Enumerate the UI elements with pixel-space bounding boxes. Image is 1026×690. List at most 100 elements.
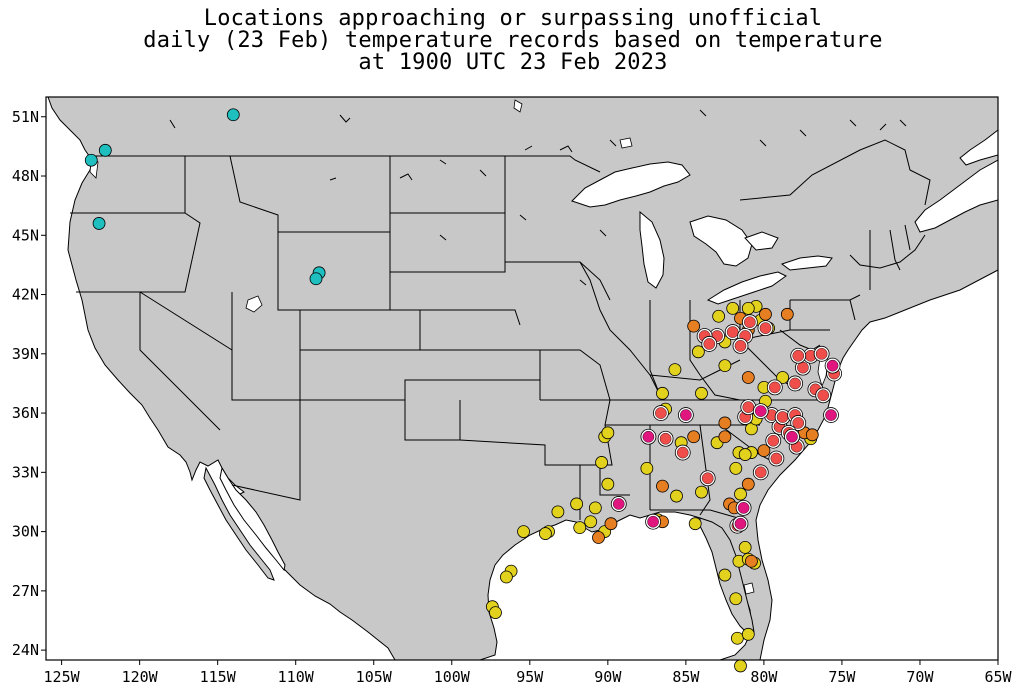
station-marker-red xyxy=(792,417,805,429)
station-marker-magenta xyxy=(734,517,747,530)
title-line-2: daily (23 Feb) temperature records based… xyxy=(143,28,883,53)
northeast-water xyxy=(914,159,998,233)
axis-ticks: 51N 48N 45N 42N 39N 36N 33N 30N 27N 24N 125W 120W 11… xyxy=(12,108,1013,686)
map-plot-area xyxy=(46,97,998,660)
station-marker-yellow xyxy=(584,515,598,529)
station-marker-yellow xyxy=(601,426,615,440)
station-marker-yellow xyxy=(741,627,755,641)
station-marker-orange xyxy=(718,416,732,430)
station-marker-magenta xyxy=(680,409,692,421)
station-marker-red xyxy=(744,316,756,329)
lat-tick-label: 51N xyxy=(12,108,39,126)
station-marker-orange xyxy=(741,371,755,384)
station-marker-red xyxy=(767,434,780,447)
station-marker-red xyxy=(701,472,714,485)
station-marker-red xyxy=(789,377,801,390)
station-marker-yellow xyxy=(695,386,708,400)
lon-tick-label: 110W xyxy=(278,668,315,686)
station-marker-yellow xyxy=(551,505,565,519)
station-marker-orange xyxy=(759,307,772,321)
station-marker-yellow xyxy=(668,363,682,377)
station-marker-orange xyxy=(592,531,605,544)
station-marker-cyan xyxy=(98,143,112,157)
station-marker-orange xyxy=(741,477,755,491)
station-marker-yellow xyxy=(734,487,747,501)
station-marker-red xyxy=(759,322,772,334)
lat-tick-label: 30N xyxy=(12,523,39,541)
lat-tick-label: 48N xyxy=(12,167,39,185)
station-marker-cyan xyxy=(309,272,323,286)
station-marker-magenta xyxy=(647,515,659,528)
station-marker-red xyxy=(726,326,739,338)
station-marker-yellow xyxy=(489,606,502,619)
lon-tick-label: 85W xyxy=(672,668,700,686)
station-marker-yellow xyxy=(656,386,669,400)
station-marker-red xyxy=(776,411,789,423)
lake-superior xyxy=(571,161,691,208)
lon-tick-label: 115W xyxy=(200,668,237,686)
station-marker-orange xyxy=(687,319,701,333)
lake-michigan xyxy=(639,210,665,289)
north-bay-water xyxy=(959,97,998,166)
lat-tick-label: 42N xyxy=(12,286,39,304)
station-marker-yellow xyxy=(738,541,752,554)
station-marker-yellow xyxy=(539,527,552,540)
station-marker-red xyxy=(770,452,783,465)
lon-tick-label: 80W xyxy=(750,668,778,686)
lake-nipigon xyxy=(619,137,633,149)
station-marker-yellow xyxy=(573,521,587,535)
station-marker-orange xyxy=(604,517,618,531)
station-marker-red xyxy=(754,466,767,479)
station-marker-yellow xyxy=(688,517,702,531)
lon-tick-label: 120W xyxy=(122,668,159,686)
station-marker-yellow xyxy=(670,489,683,503)
state-borders xyxy=(70,139,931,521)
station-marker-magenta xyxy=(825,409,837,421)
station-marker-orange xyxy=(745,554,758,568)
lat-tick-label: 27N xyxy=(12,582,39,600)
station-marker-yellow xyxy=(595,456,608,469)
station-marker-orange xyxy=(780,307,794,321)
lake-okeechobee xyxy=(743,582,755,595)
station-marker-yellow xyxy=(738,448,752,461)
station-marker-magenta xyxy=(754,405,767,417)
station-marker-magenta xyxy=(826,359,839,372)
station-marker-cyan xyxy=(84,153,98,167)
station-marker-magenta xyxy=(642,430,655,443)
station-marker-red xyxy=(815,348,828,360)
station-marker-red xyxy=(769,381,781,394)
station-marker-yellow xyxy=(776,371,790,384)
station-marker-orange xyxy=(656,479,669,493)
station-marker-yellow xyxy=(570,497,584,511)
station-marker-yellow xyxy=(741,301,755,315)
station-marker-magenta xyxy=(786,430,798,443)
lat-tick-label: 39N xyxy=(12,345,39,363)
lake-huron xyxy=(689,215,753,267)
station-marker-yellow xyxy=(729,461,743,475)
station-marker-yellow xyxy=(499,570,513,584)
station-marker-magenta xyxy=(737,502,750,514)
station-marker-yellow xyxy=(734,659,747,673)
station-marker-yellow xyxy=(601,477,615,491)
gulf-of-california xyxy=(219,466,286,572)
lon-tick-label: 100W xyxy=(434,668,471,686)
lat-tick-label: 24N xyxy=(12,641,39,659)
map-frame xyxy=(45,96,999,661)
lon-tick-label: 95W xyxy=(516,668,544,686)
station-marker-cyan xyxy=(92,217,106,230)
lake-erie xyxy=(706,271,787,305)
station-marker-orange xyxy=(718,430,732,444)
station-marker-orange xyxy=(757,444,771,458)
station-marker-red xyxy=(792,349,805,362)
georgian-bay xyxy=(744,231,779,251)
title-line-3: at 1900 UTC 23 Feb 2023 xyxy=(358,50,668,75)
station-marker-red xyxy=(703,338,716,350)
station-marker-red xyxy=(817,389,830,402)
station-marker-yellow xyxy=(730,631,744,645)
title-line-1: Locations approaching or surpassing unof… xyxy=(203,6,823,31)
map-title: Locations approaching or surpassing unof… xyxy=(0,8,1026,74)
station-marker-cyan xyxy=(226,108,240,122)
station-marker-yellow xyxy=(726,301,740,315)
station-marker-yellow xyxy=(517,525,530,538)
station-markers xyxy=(84,108,843,673)
